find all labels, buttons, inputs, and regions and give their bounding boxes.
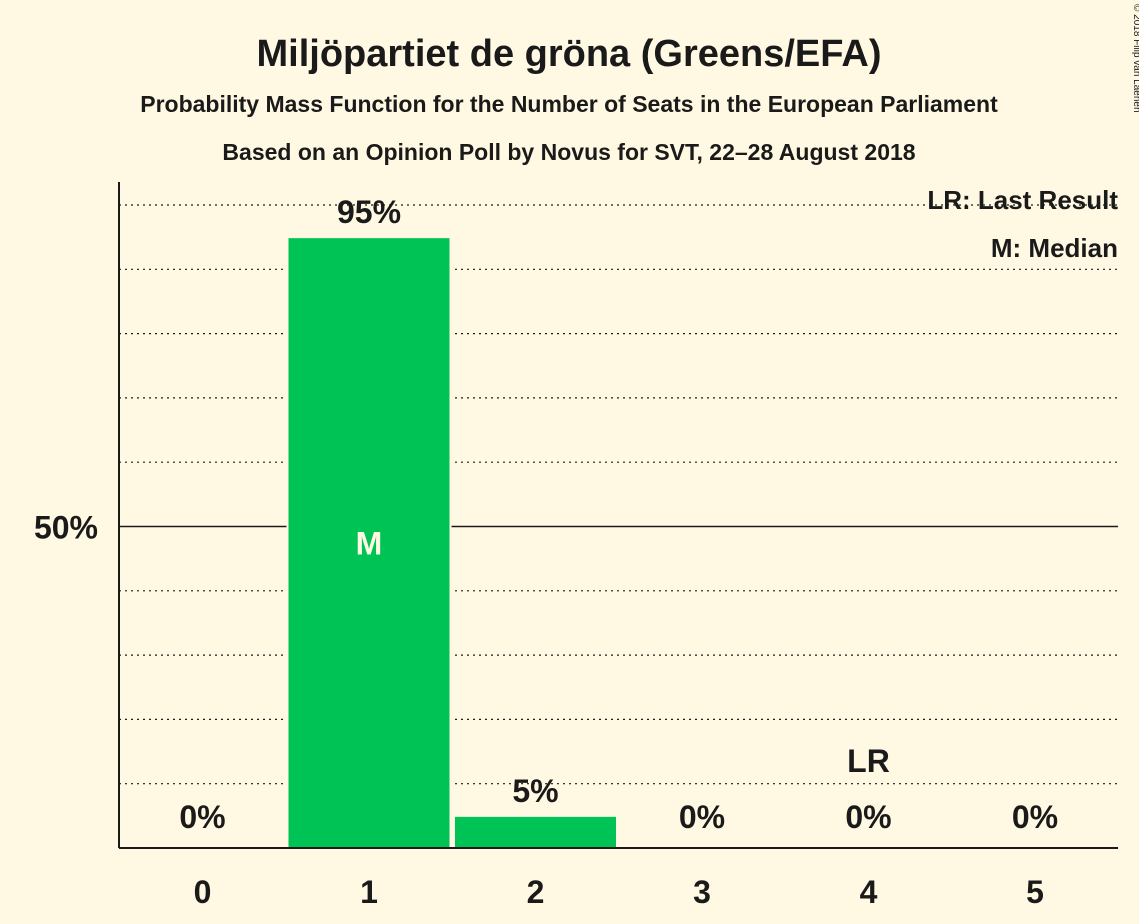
bar-2	[453, 814, 618, 849]
chart-subtitle-2: Based on an Opinion Poll by Novus for SV…	[222, 139, 915, 165]
legend-last-result: LR: Last Result	[927, 185, 1118, 215]
x-tick-label-4: 4	[860, 874, 878, 910]
last-result-marker: LR	[847, 743, 890, 779]
median-marker: M	[356, 526, 383, 562]
chart-title: Miljöpartiet de gröna (Greens/EFA)	[257, 33, 882, 75]
copyright-notice: © 2018 Filip van Laenen	[1131, 4, 1139, 113]
data-label-5: 0%	[1012, 799, 1058, 835]
data-labels: 0% 95% 5% 0% 0% 0% M LR	[179, 194, 1058, 835]
gridlines	[119, 204, 1118, 785]
x-tick-label-3: 3	[693, 874, 711, 910]
data-label-2: 5%	[512, 773, 558, 809]
data-label-3: 0%	[679, 799, 725, 835]
data-label-0: 0%	[179, 799, 225, 835]
x-tick-label-2: 2	[527, 874, 545, 910]
x-tick-label-5: 5	[1026, 874, 1044, 910]
legend-median: M: Median	[991, 233, 1118, 263]
data-label-1: 95%	[337, 194, 401, 230]
chart-subtitle: Probability Mass Function for the Number…	[140, 91, 998, 117]
y-axis-ticks: 50%	[34, 510, 98, 546]
y-tick-label: 50%	[34, 510, 98, 546]
x-tick-label-0: 0	[194, 874, 212, 910]
data-label-4: 0%	[845, 799, 891, 835]
x-axis-ticks: 0 1 2 3 4 5	[194, 874, 1044, 910]
x-tick-label-1: 1	[360, 874, 378, 910]
